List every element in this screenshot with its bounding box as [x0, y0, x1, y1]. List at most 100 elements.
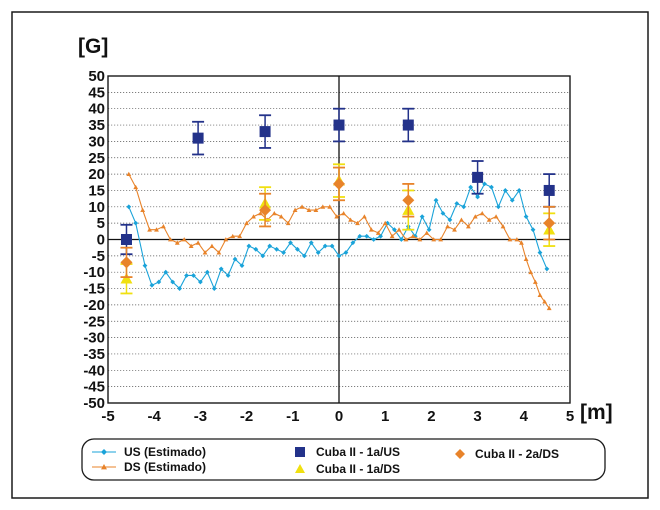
series-layer — [120, 107, 556, 311]
data-point — [271, 210, 277, 216]
data-point — [537, 250, 543, 255]
data-point — [140, 207, 146, 212]
data-point — [334, 214, 340, 219]
data-point — [500, 224, 506, 229]
series-us-estimado — [126, 181, 550, 291]
data-point — [543, 217, 556, 230]
data-point — [392, 227, 397, 233]
legend-item-cuba-ii-1a-us: Cuba II - 1a/US — [295, 445, 400, 459]
data-point — [218, 266, 224, 272]
data-point — [251, 214, 256, 219]
x-tick-label: -3 — [194, 408, 207, 425]
x-tick-label: 3 — [473, 408, 481, 425]
y-tick-label: -30 — [83, 330, 105, 347]
data-point — [402, 119, 414, 131]
data-point — [378, 233, 383, 239]
legend-marker — [295, 464, 305, 473]
data-point — [333, 177, 345, 190]
data-point — [523, 214, 529, 220]
data-point — [177, 286, 183, 291]
data-point — [167, 237, 173, 242]
data-point — [375, 230, 381, 235]
data-point — [447, 217, 453, 223]
data-point — [259, 204, 272, 217]
data-point — [396, 227, 402, 232]
data-point — [542, 299, 547, 304]
data-point — [475, 194, 480, 200]
data-point — [120, 234, 132, 245]
data-point — [253, 246, 259, 252]
data-point — [198, 279, 203, 285]
y-tick-label: -45 — [83, 379, 105, 396]
data-point — [313, 207, 319, 212]
data-point — [181, 237, 187, 242]
data-point — [419, 214, 425, 220]
data-point — [543, 184, 555, 196]
data-point — [281, 250, 286, 255]
data-point — [350, 240, 356, 246]
data-point — [322, 243, 328, 249]
data-point — [315, 250, 321, 255]
data-point — [184, 273, 189, 278]
data-point — [472, 171, 484, 183]
y-tick-label: -10 — [83, 264, 105, 281]
data-point — [333, 119, 345, 131]
y-tick-label: 20 — [88, 166, 105, 183]
data-point — [188, 243, 194, 248]
data-point — [120, 256, 133, 269]
x-tick-label: -5 — [101, 408, 114, 425]
data-point — [246, 243, 252, 249]
data-point — [438, 237, 444, 242]
data-point — [433, 197, 439, 203]
data-point — [424, 230, 430, 235]
x-tick-label: 5 — [566, 408, 574, 425]
data-point — [445, 224, 450, 229]
y-tick-label: 5 — [97, 215, 105, 232]
data-point — [528, 269, 534, 275]
x-tick-label: 0 — [335, 408, 343, 425]
legend-box — [81, 438, 606, 481]
data-point — [472, 214, 478, 219]
data-point — [385, 220, 390, 226]
legend-marker — [295, 447, 305, 457]
data-point — [489, 184, 494, 190]
data-point — [260, 253, 266, 259]
y-tick-label: -5 — [92, 248, 105, 265]
x-tick-label: 4 — [520, 408, 529, 425]
x-tick-label: -1 — [286, 408, 299, 425]
data-point — [120, 272, 133, 284]
series-line — [128, 173, 550, 309]
data-point — [308, 240, 314, 246]
legend-label: DS (Estimado) — [124, 460, 206, 474]
data-point — [239, 263, 245, 269]
data-point — [546, 305, 552, 311]
data-point — [355, 220, 360, 226]
data-point — [274, 246, 280, 252]
tick-labels: 50454035302520151050-5-10-15-20-25-30-35… — [83, 68, 574, 425]
data-point — [523, 256, 529, 262]
y-tick-label: 25 — [88, 150, 105, 167]
data-point — [382, 220, 388, 226]
data-point — [237, 233, 243, 239]
data-point — [402, 194, 415, 207]
legend-item-ds-estimado: DS (Estimado) — [92, 460, 206, 474]
data-point — [133, 220, 139, 226]
data-point — [230, 233, 236, 239]
data-point — [431, 237, 437, 242]
legend-label: US (Estimado) — [124, 445, 206, 459]
data-point — [514, 237, 520, 242]
data-point — [299, 204, 305, 209]
y-tick-label: 0 — [97, 232, 105, 249]
data-point — [468, 184, 474, 190]
data-point — [516, 188, 522, 193]
data-point — [362, 214, 367, 219]
data-point — [368, 227, 374, 232]
data-point — [459, 217, 464, 222]
y-tick-label: 30 — [88, 133, 105, 150]
data-point — [288, 240, 293, 246]
y-tick-label: -20 — [83, 297, 105, 314]
data-point — [465, 224, 471, 229]
data-point — [126, 204, 132, 210]
data-point — [440, 210, 446, 216]
